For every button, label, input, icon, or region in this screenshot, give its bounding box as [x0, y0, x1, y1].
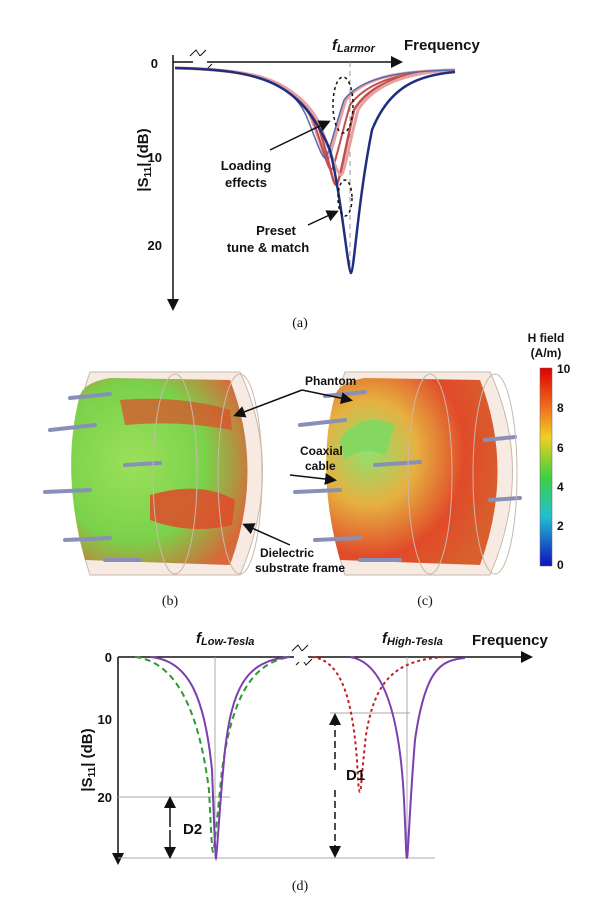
line-shape [43, 488, 92, 494]
colorbar: H field (A/m) 10 8 6 4 2 0 [528, 331, 571, 572]
label: (A/m) [531, 346, 562, 360]
ellipse-shape [337, 179, 353, 217]
label: Phantom [305, 374, 356, 388]
line-shape [301, 389, 353, 405]
g-shape [43, 392, 162, 562]
label: 10 [148, 150, 162, 165]
label: 6 [557, 441, 564, 455]
path-shape [150, 488, 235, 529]
path-shape [149, 656, 291, 862]
line-shape [233, 389, 303, 418]
ellipse-shape [472, 373, 518, 575]
panel-a: 0 10 20 Frequency fLarmor |S11| (dB) Loa… [135, 37, 481, 331]
g-shape [118, 657, 435, 859]
ellipse-shape [152, 373, 198, 575]
label: Frequency [472, 632, 549, 649]
line-shape [242, 523, 291, 546]
label: 11 [143, 166, 154, 177]
line-shape [298, 418, 347, 427]
panel-c: (c) [293, 371, 522, 609]
line-shape [373, 460, 422, 467]
label: 20 [98, 790, 112, 805]
label: Low-Tesla [201, 636, 254, 648]
line-shape [483, 435, 517, 442]
label: 20 [148, 238, 162, 253]
label: tune & match [227, 240, 309, 255]
label: Larmor [337, 43, 376, 55]
line-shape [48, 423, 97, 432]
label: D2 [183, 821, 202, 838]
label: effects [225, 175, 267, 190]
label: | (dB) [135, 128, 152, 166]
label: Coaxial [300, 444, 343, 458]
panel-d: D2 D1 0 10 20 Frequency fLow-Tesla fHigh… [79, 630, 549, 894]
line-shape [307, 210, 339, 226]
label: D1 [346, 767, 365, 784]
text-shape: |S11| (dB) [135, 128, 154, 191]
g-shape [407, 373, 518, 575]
label: f [382, 630, 389, 647]
label: f [332, 37, 339, 54]
path-shape [349, 656, 466, 860]
label: Preset [256, 223, 296, 238]
label: 2 [557, 519, 564, 533]
label: (c) [417, 594, 433, 609]
label: 11 [87, 766, 98, 777]
label: Dielectric [260, 546, 314, 560]
label: 10 [557, 362, 571, 376]
text-shape: fLarmor [332, 37, 376, 55]
rect-shape [294, 651, 308, 662]
text-shape: fLow-Tesla [196, 630, 254, 648]
ellipse-shape [217, 373, 263, 575]
label: 8 [557, 401, 564, 415]
line-shape [289, 473, 337, 485]
line-shape [63, 536, 112, 542]
label: |S [79, 777, 96, 791]
ellipse-shape [407, 373, 453, 575]
text-shape: |S11| (dB) [79, 728, 98, 791]
label: (b) [162, 594, 179, 609]
path-shape [120, 398, 232, 430]
label: 0 [557, 558, 564, 572]
label: f [196, 630, 203, 647]
line-shape [123, 461, 162, 467]
label: 4 [557, 480, 564, 494]
label: 0 [151, 56, 158, 71]
line-shape [313, 536, 362, 542]
label: Frequency [404, 37, 481, 54]
line-shape [293, 488, 342, 494]
label: substrate frame [255, 561, 345, 575]
line-shape [488, 496, 522, 502]
panel-bc-labels: Phantom Coaxial cable Dielectric substra… [233, 374, 356, 575]
ellipse-shape [332, 76, 354, 134]
label: 10 [98, 712, 112, 727]
line-shape [269, 120, 331, 151]
g-shape [152, 373, 263, 575]
label: (a) [292, 316, 308, 331]
path-shape [311, 656, 446, 794]
label: Loading [221, 158, 272, 173]
label: | (dB) [79, 728, 96, 766]
text-shape: fHigh-Tesla [382, 630, 443, 648]
line-shape [68, 392, 112, 400]
path-shape [174, 66, 456, 275]
label: H field [528, 331, 565, 345]
rect-shape [193, 56, 207, 68]
label: cable [305, 459, 336, 473]
panel-b: (b) [43, 371, 263, 609]
path-shape [340, 420, 395, 460]
label: High-Tesla [387, 636, 443, 648]
rect-shape [539, 367, 553, 567]
label: 0 [105, 650, 112, 665]
label: (d) [292, 879, 309, 894]
g-shape [293, 390, 522, 562]
label: |S [135, 177, 152, 191]
path-shape [134, 656, 291, 854]
